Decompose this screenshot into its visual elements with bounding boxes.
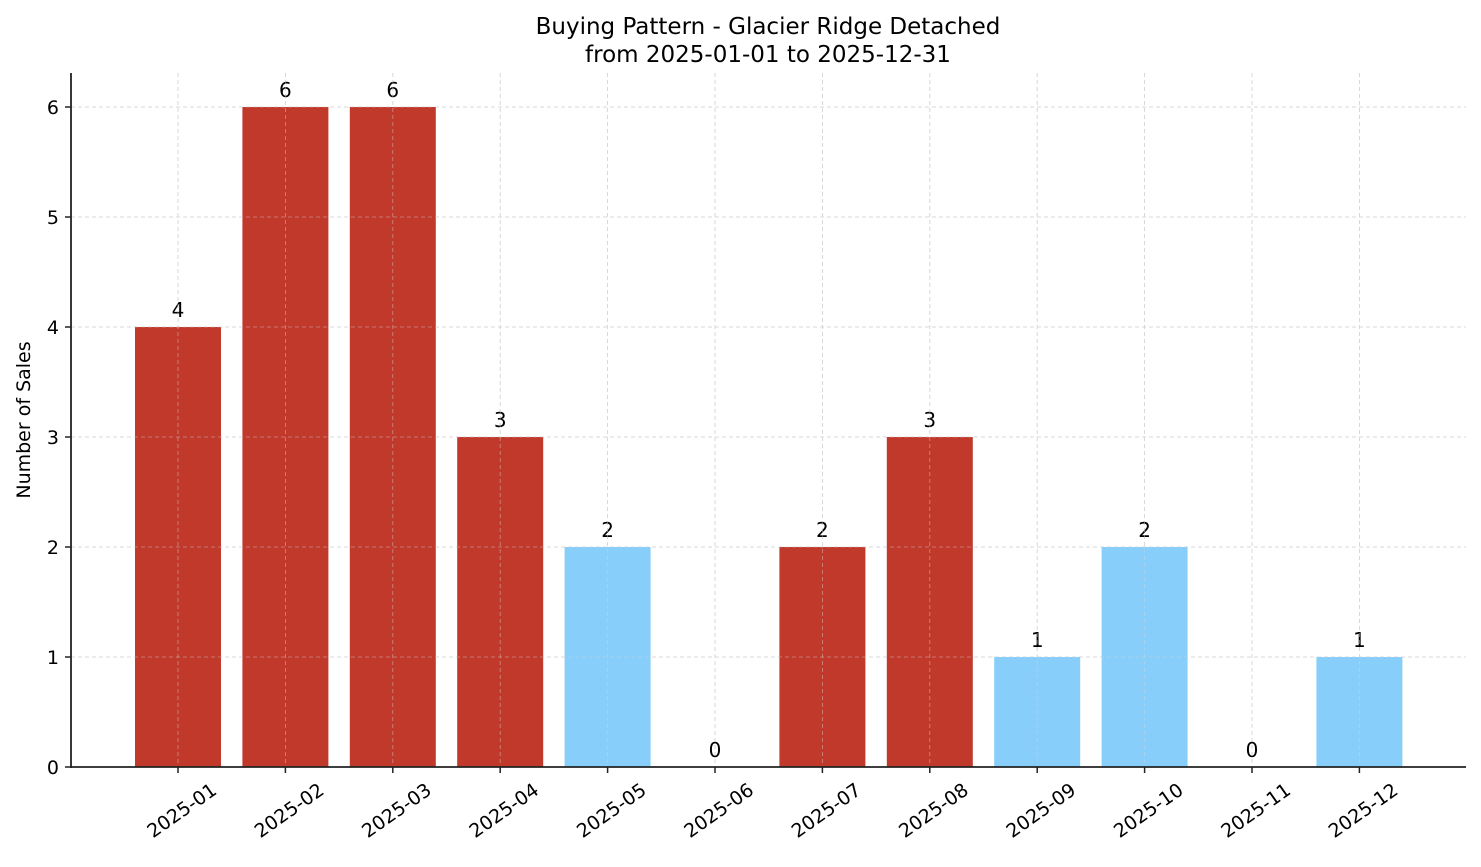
- y-tick-label: 2: [47, 537, 59, 559]
- chart-subtitle: from 2025-01-01 to 2025-12-31: [585, 42, 951, 68]
- y-tick-label: 4: [47, 317, 59, 339]
- y-axis-label: Number of Sales: [13, 341, 35, 498]
- y-tick-label: 0: [47, 757, 59, 779]
- x-tick-label: 2025-10: [1110, 779, 1188, 843]
- y-tick-label: 3: [47, 427, 59, 449]
- x-tick-label: 2025-12: [1325, 779, 1403, 843]
- y-tick-label: 6: [47, 97, 59, 119]
- x-tick-label: 2025-03: [358, 779, 436, 843]
- x-tick-label: 2025-01: [143, 779, 221, 843]
- x-tick-label: 2025-07: [788, 779, 866, 843]
- chart-title: Buying Pattern - Glacier Ridge Detached: [536, 14, 1001, 40]
- x-tick-label: 2025-11: [1217, 779, 1295, 843]
- x-tick-label: 2025-08: [895, 779, 973, 843]
- x-tick-label: 2025-02: [251, 779, 329, 843]
- x-tick-label: 2025-09: [1002, 779, 1080, 843]
- x-tick-label: 2025-04: [465, 779, 543, 843]
- x-tick-label: 2025-06: [680, 779, 758, 843]
- x-tick-label: 2025-05: [573, 779, 651, 843]
- bar-value-label: 0: [1246, 738, 1259, 762]
- y-tick-label: 1: [47, 647, 59, 669]
- y-tick-label: 5: [47, 207, 59, 229]
- bar-value-label: 4: [172, 298, 185, 322]
- bar-value-label: 0: [709, 738, 722, 762]
